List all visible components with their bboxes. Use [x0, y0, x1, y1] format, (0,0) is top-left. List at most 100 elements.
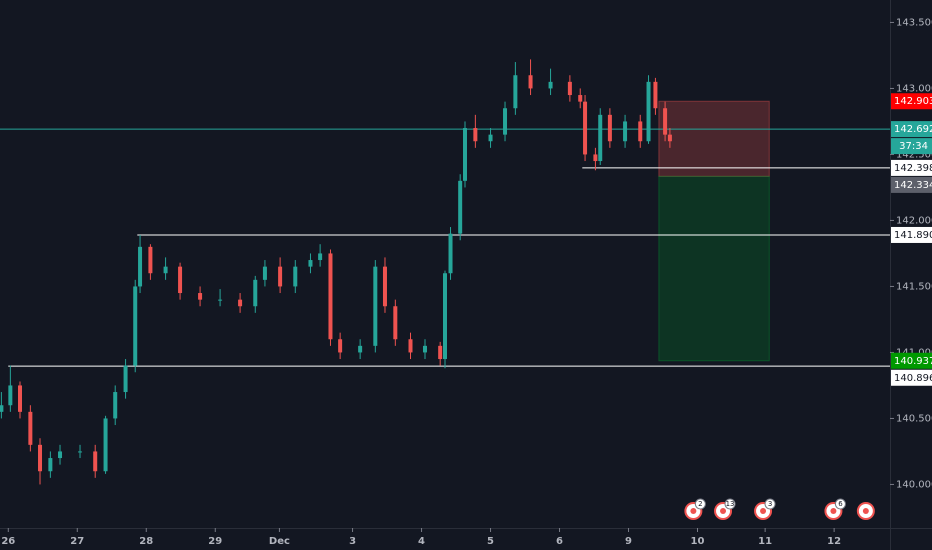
event-badge [764, 498, 776, 510]
candle-body [578, 95, 583, 102]
candle-body [338, 339, 343, 353]
candle-body [567, 81, 572, 96]
event-dot [862, 508, 869, 514]
y-tick-label: 140.500 [896, 413, 932, 424]
candle-body [8, 385, 13, 406]
price-tag-label: 142.334 [894, 180, 932, 191]
event-count: 2 [698, 500, 702, 508]
candle-body [607, 114, 612, 142]
candle-body [438, 345, 443, 360]
x-tick-label: 5 [487, 536, 494, 547]
candle-body [48, 458, 53, 472]
target-zone [658, 175, 770, 362]
candle-body [373, 266, 378, 346]
x-tick-label: 11 [758, 536, 772, 547]
candle-body [667, 134, 672, 142]
candle-body [488, 134, 493, 142]
candle-body [583, 101, 588, 155]
candle-body [448, 233, 453, 274]
candle-body [318, 253, 323, 261]
x-tick-label: 4 [418, 536, 425, 547]
event-badge [724, 498, 736, 510]
candle-body [646, 81, 651, 142]
event-badge [834, 498, 846, 510]
price-tag-label: 142.903 [894, 96, 932, 107]
candle-body [393, 306, 398, 340]
candle-body [408, 339, 413, 353]
candle-body [638, 121, 643, 142]
candle-body [422, 345, 427, 353]
candle-body [148, 246, 153, 274]
candle-body [528, 75, 533, 89]
event-badge [694, 498, 706, 510]
y-tick-label: 142.500 [896, 149, 932, 160]
price-tag-label: 140.896 [894, 373, 932, 384]
candle-body [308, 260, 313, 267]
candle-body [138, 246, 143, 287]
price-tag [891, 159, 932, 176]
x-tick-label: 28 [139, 536, 153, 547]
countdown-tag [891, 138, 932, 155]
candle-body [593, 154, 598, 162]
event-count: 6 [838, 500, 843, 508]
event-dot [760, 508, 767, 514]
candle-body [28, 411, 33, 445]
countdown-label: 37:34 [899, 141, 928, 152]
x-tick-label: 6 [556, 536, 563, 547]
price-tag [891, 121, 932, 138]
candle-body [262, 266, 267, 280]
price-tag [891, 369, 932, 386]
stop-zone [658, 100, 770, 177]
candle-body [328, 253, 333, 340]
x-tick-label: 26 [1, 536, 15, 547]
candle-body [548, 81, 553, 89]
candle-body [458, 180, 463, 234]
candle-body [218, 299, 223, 301]
price-tag-label: 140.937 [894, 356, 932, 367]
y-tick-label: 141.500 [896, 281, 932, 292]
candle-body [623, 121, 628, 142]
y-tick-label: 142.000 [896, 215, 932, 226]
candle-body [358, 345, 363, 353]
x-tick-label: 10 [691, 536, 705, 547]
price-tag [891, 93, 932, 110]
candle-body [663, 108, 668, 135]
candle-body [113, 392, 118, 419]
x-tick-label: 9 [625, 536, 632, 547]
candle-body [238, 299, 243, 307]
candle-body [78, 451, 83, 453]
event-dot [690, 508, 697, 514]
price-tag-label: 142.692 [894, 124, 932, 135]
x-tick-label: 27 [70, 536, 84, 547]
x-tick-label: 12 [827, 536, 841, 547]
x-tick-label: Dec [269, 536, 290, 547]
candle-body [653, 81, 658, 109]
candle-body [278, 266, 283, 287]
candle-body [133, 286, 138, 366]
candle-body [0, 405, 4, 412]
event-count: 3 [768, 500, 772, 508]
candle-body [103, 418, 108, 472]
y-tick-label: 143.000 [896, 83, 932, 94]
candle-body [198, 293, 203, 300]
candle-body [513, 75, 518, 109]
candle-body [93, 451, 98, 472]
candle-body [503, 108, 508, 135]
candle-body [473, 128, 478, 142]
price-tag [891, 176, 932, 193]
candle-body [293, 266, 298, 287]
event-dot [720, 508, 727, 514]
x-tick-label: 3 [349, 536, 356, 547]
candle-body [178, 266, 183, 294]
y-tick-label: 140.000 [896, 479, 932, 490]
price-tag-label: 141.890 [894, 230, 932, 241]
candle-body [38, 444, 43, 472]
y-tick-label: 143.500 [896, 17, 932, 28]
candle-body [463, 128, 468, 181]
event-dot [830, 508, 837, 514]
price-tag-label: 142.398 [894, 163, 932, 174]
candle-body [598, 114, 603, 162]
